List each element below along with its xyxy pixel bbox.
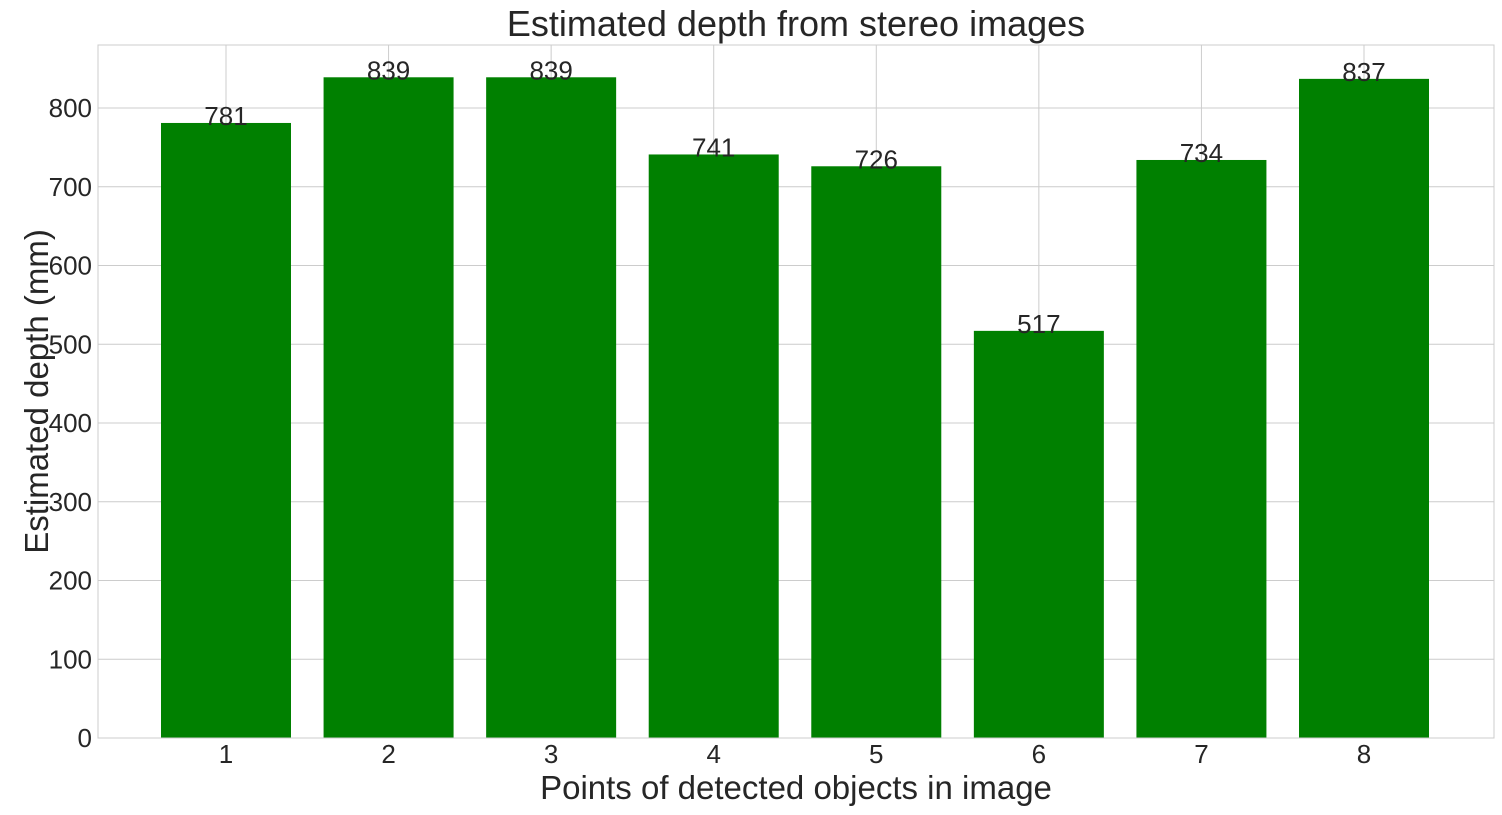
bar [161, 122, 291, 738]
bar [1136, 159, 1267, 739]
bar-value-label: 741 [692, 132, 735, 162]
x-tick-labels: 1 2 3 4 5 6 7 8 [219, 739, 1371, 769]
y-tick-label: 700 [49, 172, 92, 202]
bar-value-label: 517 [1017, 309, 1060, 339]
x-tick-label: 4 [706, 739, 720, 769]
bar-value-labels: 781 839 839 741 726 517 734 837 [204, 55, 1385, 339]
x-tick-label: 1 [219, 739, 233, 769]
bar-value-label: 726 [855, 144, 898, 174]
bar-value-label: 781 [204, 101, 247, 131]
bar [1299, 78, 1429, 739]
y-tick-label: 600 [49, 251, 92, 281]
y-tick-label: 300 [49, 487, 92, 517]
x-tick-label: 6 [1032, 739, 1046, 769]
bar-value-label: 839 [529, 55, 572, 85]
x-tick-label: 5 [869, 739, 883, 769]
x-tick-label: 8 [1357, 739, 1371, 769]
bar-value-label: 734 [1180, 138, 1223, 168]
x-tick-label: 3 [544, 739, 558, 769]
x-tick-label: 2 [381, 739, 395, 769]
chart-title: Estimated depth from stereo images [507, 3, 1085, 44]
y-axis-title: Estimated depth (mm) [18, 229, 55, 554]
bar [973, 330, 1104, 738]
x-tick-label: 7 [1194, 739, 1208, 769]
plot-frame [97, 44, 1495, 739]
y-tick-label: 400 [49, 408, 92, 438]
bar [486, 77, 617, 739]
bar-value-label: 837 [1342, 57, 1385, 87]
y-tick-labels: 0 100 200 300 400 500 600 700 800 [49, 93, 92, 753]
y-tick-label: 200 [49, 566, 92, 596]
bar [811, 166, 942, 738]
bars [161, 77, 1429, 739]
y-tick-label: 800 [49, 93, 92, 123]
x-axis-title: Points of detected objects in image [540, 769, 1052, 806]
y-tick-label: 500 [49, 329, 92, 359]
bar [323, 77, 454, 739]
y-tick-label: 100 [49, 644, 92, 674]
bar [648, 154, 779, 738]
grid-lines [98, 45, 1494, 739]
bar-value-label: 839 [367, 55, 410, 85]
y-tick-label: 0 [78, 723, 92, 753]
